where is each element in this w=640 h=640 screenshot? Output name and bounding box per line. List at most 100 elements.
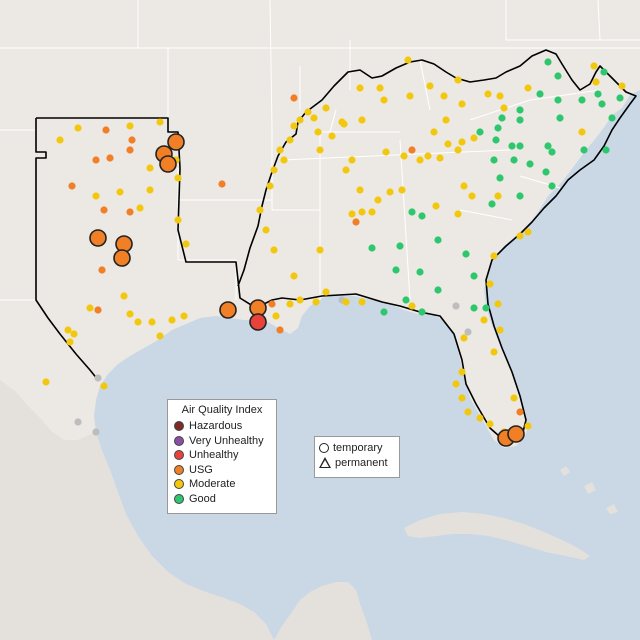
monitor-marker-large[interactable] [159, 155, 177, 173]
monitor-marker[interactable] [368, 244, 376, 252]
monitor-marker[interactable] [524, 228, 532, 236]
monitor-marker[interactable] [74, 418, 82, 426]
monitor-marker[interactable] [126, 208, 134, 216]
monitor-marker[interactable] [296, 116, 304, 124]
monitor-marker[interactable] [168, 316, 176, 324]
monitor-marker[interactable] [156, 332, 164, 340]
monitor-marker[interactable] [464, 328, 472, 336]
monitor-marker[interactable] [516, 116, 524, 124]
monitor-marker[interactable] [382, 148, 390, 156]
monitor-marker[interactable] [434, 236, 442, 244]
monitor-marker[interactable] [92, 192, 100, 200]
monitor-marker[interactable] [488, 200, 496, 208]
monitor-marker[interactable] [458, 138, 466, 146]
monitor-marker[interactable] [516, 142, 524, 150]
monitor-marker[interactable] [356, 186, 364, 194]
monitor-marker[interactable] [322, 104, 330, 112]
monitor-marker[interactable] [262, 226, 270, 234]
monitor-marker[interactable] [376, 84, 384, 92]
monitor-marker[interactable] [304, 108, 312, 116]
monitor-marker[interactable] [266, 182, 274, 190]
monitor-marker[interactable] [358, 208, 366, 216]
monitor-marker[interactable] [272, 312, 280, 320]
monitor-marker[interactable] [290, 122, 298, 130]
monitor-marker[interactable] [468, 192, 476, 200]
monitor-marker[interactable] [442, 116, 450, 124]
monitor-marker[interactable] [408, 302, 416, 310]
monitor-marker[interactable] [464, 408, 472, 416]
monitor-marker-large[interactable] [507, 425, 525, 443]
monitor-marker[interactable] [454, 146, 462, 154]
monitor-marker[interactable] [134, 318, 142, 326]
monitor-marker[interactable] [458, 100, 466, 108]
monitor-marker[interactable] [120, 292, 128, 300]
monitor-marker[interactable] [492, 136, 500, 144]
monitor-marker[interactable] [92, 428, 100, 436]
monitor-marker[interactable] [404, 56, 412, 64]
monitor-marker[interactable] [524, 84, 532, 92]
monitor-marker-large[interactable] [249, 313, 267, 331]
monitor-marker[interactable] [526, 160, 534, 168]
monitor-marker[interactable] [74, 124, 82, 132]
monitor-marker[interactable] [322, 288, 330, 296]
monitor-marker[interactable] [516, 192, 524, 200]
monitor-marker[interactable] [616, 94, 624, 102]
monitor-marker[interactable] [592, 78, 600, 86]
monitor-marker[interactable] [290, 272, 298, 280]
monitor-marker[interactable] [486, 420, 494, 428]
monitor-marker[interactable] [380, 308, 388, 316]
monitor-marker[interactable] [156, 118, 164, 126]
monitor-marker[interactable] [470, 304, 478, 312]
monitor-marker[interactable] [418, 212, 426, 220]
monitor-marker[interactable] [400, 152, 408, 160]
monitor-marker[interactable] [434, 286, 442, 294]
monitor-marker[interactable] [494, 124, 502, 132]
monitor-marker[interactable] [496, 92, 504, 100]
monitor-marker[interactable] [218, 180, 226, 188]
monitor-marker[interactable] [256, 206, 264, 214]
monitor-marker[interactable] [42, 378, 50, 386]
monitor-marker[interactable] [290, 94, 298, 102]
monitor-marker[interactable] [594, 90, 602, 98]
monitor-marker[interactable] [94, 374, 102, 382]
monitor-marker[interactable] [548, 182, 556, 190]
monitor-marker[interactable] [342, 166, 350, 174]
monitor-marker[interactable] [476, 414, 484, 422]
monitor-marker[interactable] [380, 96, 388, 104]
monitor-marker[interactable] [516, 106, 524, 114]
monitor-marker[interactable] [444, 140, 452, 148]
monitor-marker[interactable] [452, 302, 460, 310]
monitor-marker[interactable] [392, 266, 400, 274]
monitor-marker[interactable] [460, 182, 468, 190]
monitor-marker[interactable] [146, 164, 154, 172]
monitor-marker[interactable] [510, 394, 518, 402]
monitor-marker[interactable] [426, 82, 434, 90]
monitor-marker[interactable] [508, 142, 516, 150]
monitor-marker[interactable] [314, 128, 322, 136]
monitor-marker[interactable] [126, 146, 134, 154]
monitor-marker[interactable] [494, 300, 502, 308]
monitor-marker[interactable] [618, 82, 626, 90]
monitor-marker[interactable] [316, 146, 324, 154]
monitor-marker[interactable] [418, 308, 426, 316]
monitor-marker-large[interactable] [113, 249, 131, 267]
monitor-marker[interactable] [310, 114, 318, 122]
monitor-marker[interactable] [524, 422, 532, 430]
monitor-marker[interactable] [476, 128, 484, 136]
monitor-marker-large[interactable] [167, 133, 185, 151]
monitor-marker[interactable] [452, 380, 460, 388]
monitor-marker[interactable] [482, 304, 490, 312]
monitor-marker[interactable] [100, 382, 108, 390]
monitor-marker[interactable] [276, 146, 284, 154]
monitor-marker[interactable] [106, 154, 114, 162]
monitor-marker[interactable] [500, 104, 508, 112]
monitor-marker[interactable] [146, 186, 154, 194]
monitor-marker[interactable] [416, 156, 424, 164]
monitor-marker[interactable] [396, 242, 404, 250]
monitor-marker[interactable] [490, 348, 498, 356]
monitor-marker[interactable] [358, 298, 366, 306]
monitor-marker[interactable] [602, 146, 610, 154]
monitor-marker[interactable] [490, 252, 498, 260]
monitor-marker[interactable] [64, 326, 72, 334]
